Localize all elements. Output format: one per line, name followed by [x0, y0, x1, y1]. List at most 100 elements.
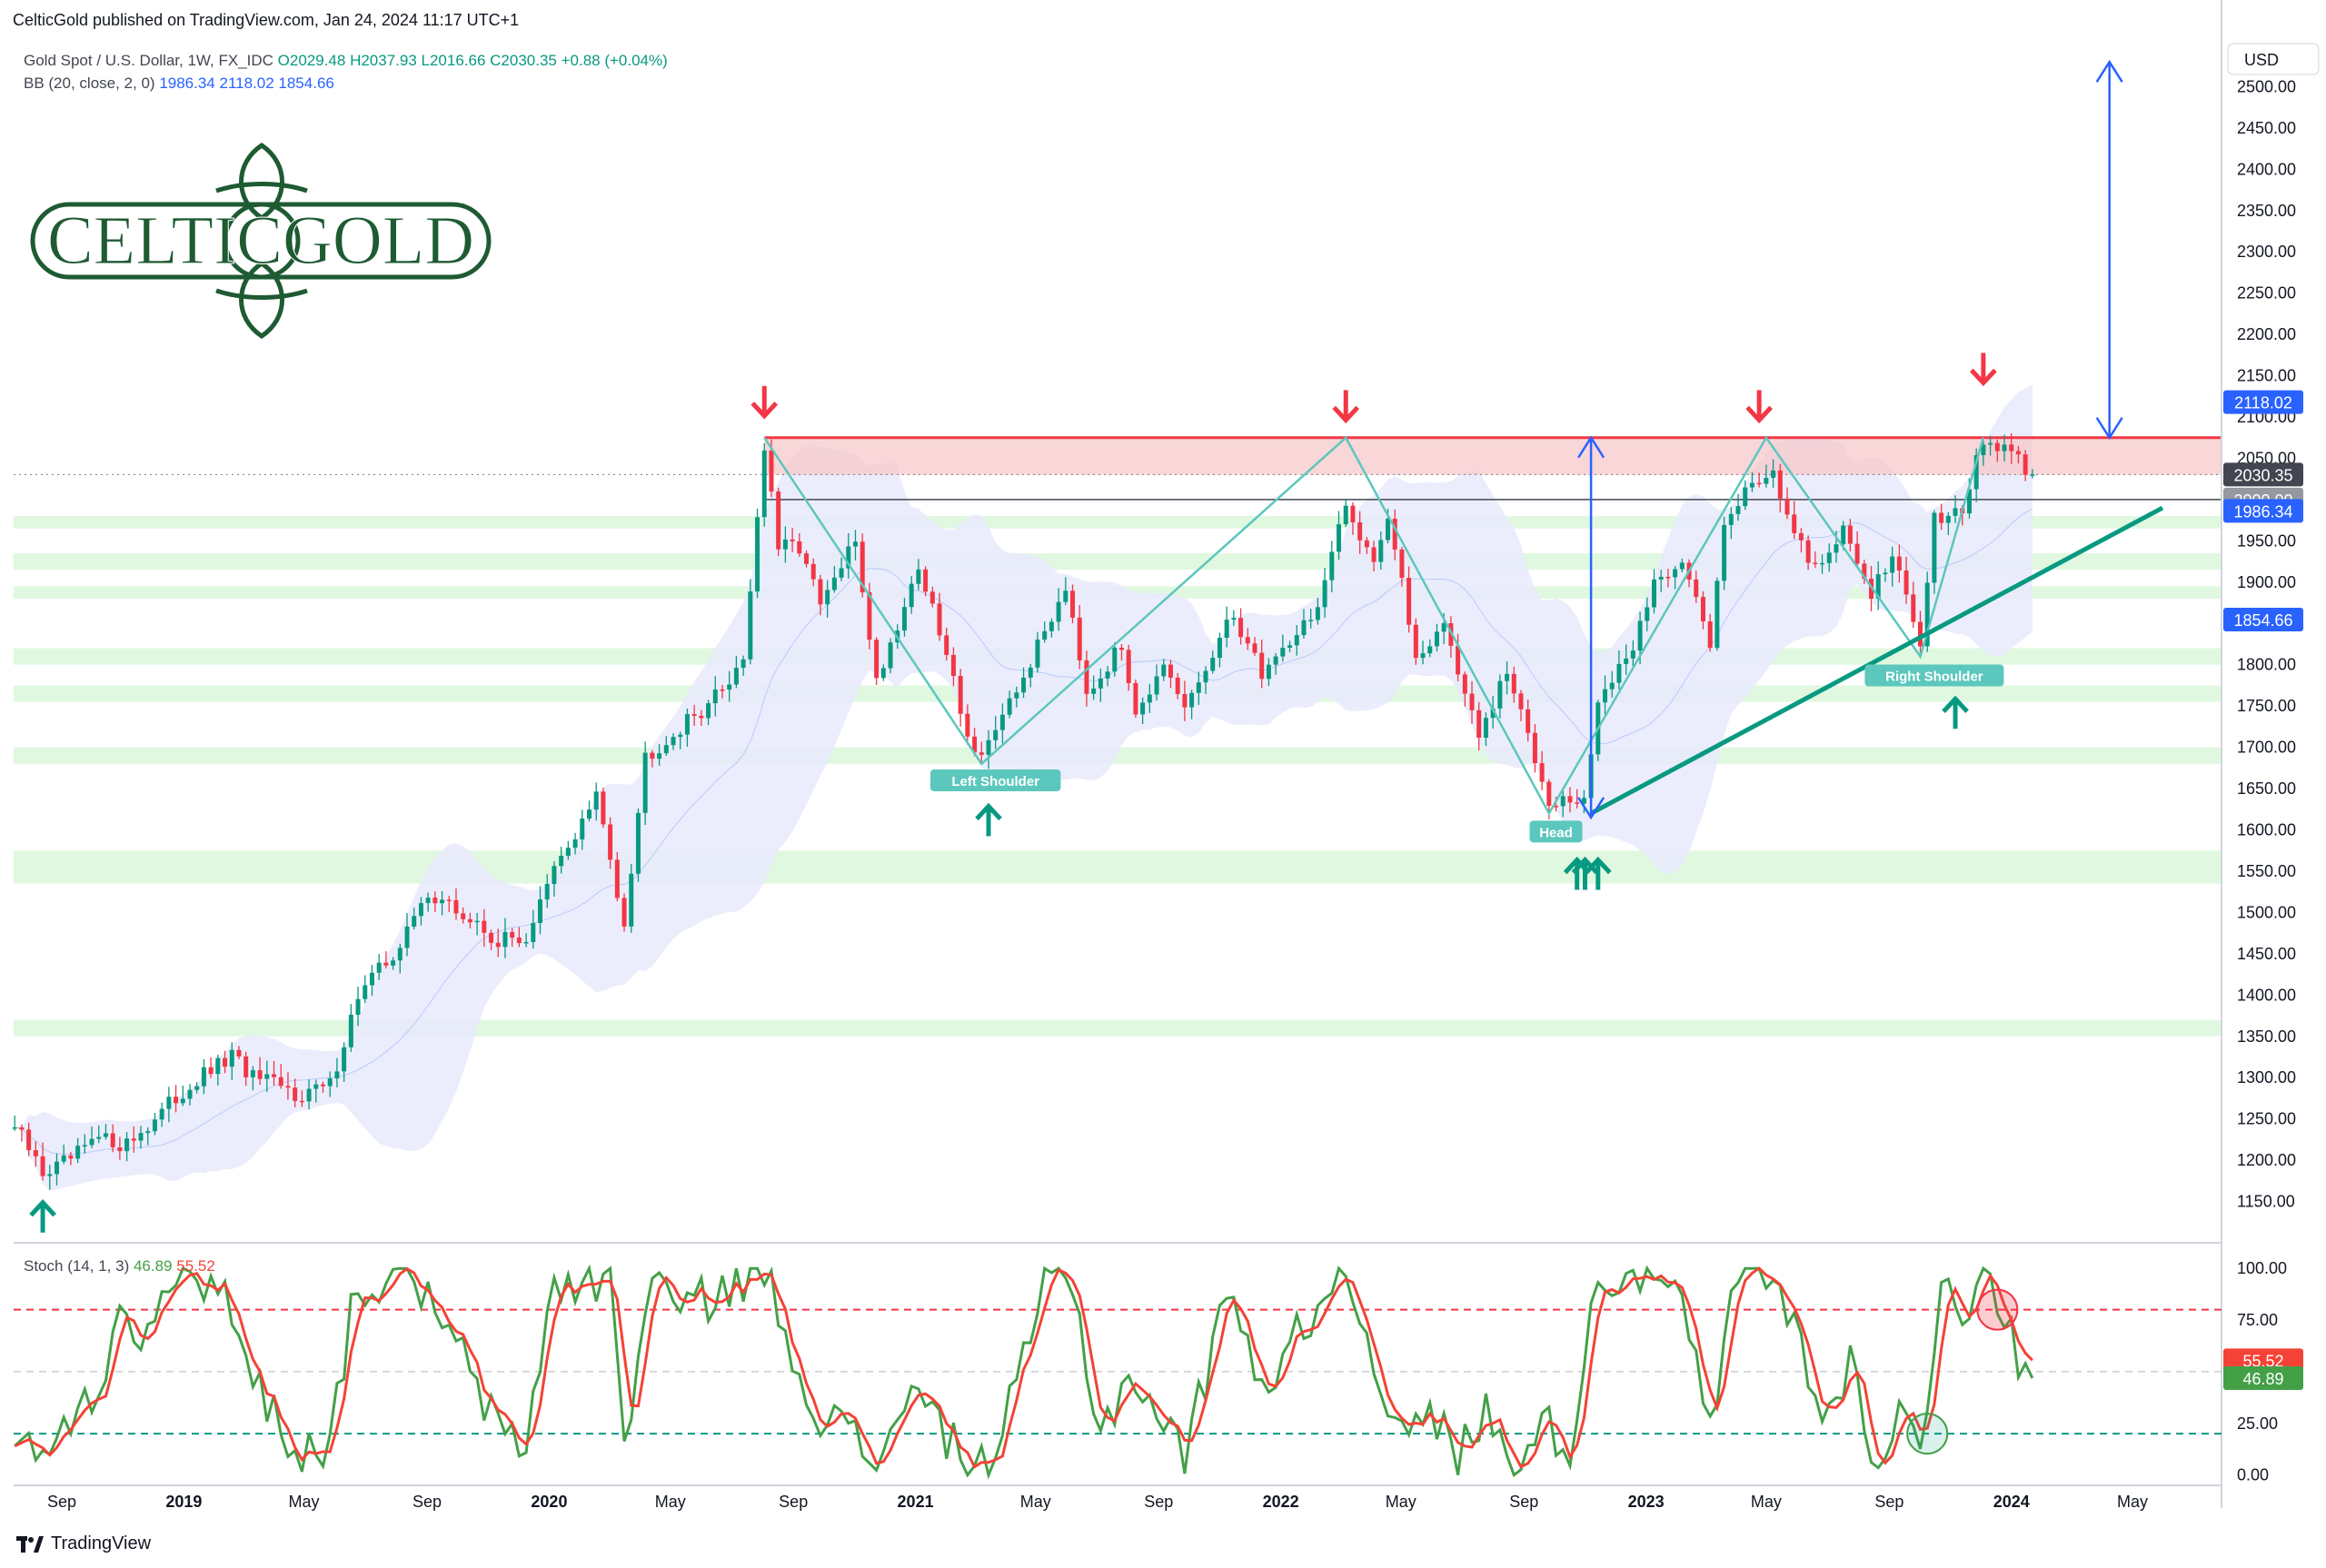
candle	[1056, 601, 1061, 622]
candle	[1427, 646, 1433, 654]
time-tick-label: Sep	[47, 1493, 76, 1511]
candle	[1077, 617, 1082, 660]
candle	[1904, 570, 1909, 595]
candle	[825, 590, 830, 605]
pattern-height-arrow-head-bottom	[1577, 797, 1605, 820]
right-shoulder-label: Right Shoulder	[1864, 664, 2004, 687]
candle	[363, 985, 368, 999]
candle	[523, 941, 529, 944]
price-tick-label: 1450.00	[2237, 945, 2296, 963]
candle	[1581, 798, 1586, 804]
candle	[663, 745, 669, 754]
candle	[1350, 505, 1356, 522]
stoch-tick-label: 25.00	[2237, 1414, 2278, 1433]
candle	[482, 920, 487, 933]
candle	[306, 1088, 312, 1102]
candle	[1924, 582, 1930, 647]
candle	[33, 1150, 38, 1156]
currency-button: USD	[2227, 43, 2320, 75]
candle	[608, 824, 613, 860]
candle	[285, 1086, 291, 1088]
last-price-badge-bg	[2223, 462, 2303, 487]
bollinger-band-fill	[15, 384, 2033, 1191]
candle	[923, 569, 929, 592]
left-shoulder-label-text: Left Shoulder	[951, 774, 1039, 789]
bb-label[interactable]: BB (20, close, 2, 0)	[24, 74, 155, 92]
bb-values: 1986.34 2118.02 1854.66	[159, 74, 334, 92]
candle	[1245, 637, 1250, 644]
middle-bb-badge-bg	[2223, 499, 2303, 523]
symbol-label[interactable]: Gold Spot / U.S. Dollar, 1W, FX_IDC	[24, 52, 273, 69]
candle	[1456, 645, 1461, 675]
candle	[264, 1074, 270, 1079]
candle	[180, 1098, 185, 1104]
candle	[1357, 521, 1363, 541]
price-tick-label: 1550.00	[2237, 862, 2296, 880]
candle	[1084, 660, 1089, 694]
candle	[2009, 444, 2014, 452]
candle	[1007, 698, 1012, 715]
candle	[412, 916, 417, 927]
price-target-arrow-head-top	[2095, 59, 2123, 83]
lower-bb-badge: 1854.66	[2223, 608, 2303, 632]
candle	[741, 659, 746, 669]
tradingview-footer[interactable]: TradingView	[16, 1533, 151, 1554]
candle	[1749, 482, 1754, 488]
candle	[727, 684, 732, 690]
candle	[1301, 620, 1307, 636]
candle	[1469, 693, 1475, 710]
left-shoulder-label: Left Shoulder	[929, 769, 1061, 791]
candle	[972, 736, 978, 753]
candle	[650, 752, 655, 759]
candle	[846, 546, 851, 569]
stoch-label[interactable]: Stoch (14, 1, 3)	[24, 1257, 130, 1275]
candle	[174, 1097, 179, 1104]
candle	[852, 541, 858, 547]
candle	[223, 1057, 228, 1067]
time-tick-label: 2024	[1993, 1493, 2030, 1511]
candle	[117, 1146, 123, 1152]
candle	[831, 577, 837, 590]
candle	[544, 884, 550, 900]
candle	[1546, 781, 1552, 807]
candle	[54, 1161, 59, 1175]
candle	[1259, 652, 1265, 680]
candle	[1168, 664, 1173, 678]
candle	[1224, 620, 1229, 639]
published-banner: CelticGold published on TradingView.com,…	[13, 11, 520, 29]
time-tick-label: May	[655, 1493, 686, 1511]
stoch-legend: Stoch (14, 1, 3) 46.89 55.52	[24, 1257, 215, 1275]
candle	[1182, 693, 1188, 708]
candle	[1994, 442, 2000, 452]
price-tick-label: 2200.00	[2237, 325, 2296, 343]
candle	[1875, 574, 1881, 600]
ascending-trendline	[1589, 505, 2164, 816]
candle	[1133, 682, 1138, 715]
red-down-arrow-0	[750, 385, 779, 420]
candle	[776, 491, 781, 550]
stoch-k-badge-bg	[2223, 1365, 2303, 1390]
candle	[1266, 664, 1271, 680]
candle	[1771, 470, 1776, 478]
candle	[691, 714, 697, 716]
candle	[1098, 678, 1103, 689]
candle	[929, 591, 935, 604]
candle	[440, 899, 445, 904]
candle	[1665, 576, 1671, 579]
stoch-d-badge-text: 55.52	[2242, 1352, 2283, 1370]
candle	[110, 1133, 115, 1147]
pattern-height-arrow-head-top	[1577, 435, 1605, 459]
candle	[293, 1087, 298, 1101]
left-shoulder-label-bg	[929, 769, 1061, 791]
price-tick-label: 2500.00	[2237, 77, 2296, 95]
stoch-d-badge: 55.52	[2223, 1348, 2303, 1373]
price-tick-label: 1150.00	[2237, 1193, 2295, 1211]
stoch-k-value: 46.89	[133, 1257, 173, 1275]
candle	[916, 569, 921, 584]
price-tick-label: 1700.00	[2237, 739, 2296, 757]
candle	[397, 948, 403, 961]
candle	[1658, 576, 1664, 580]
candle	[888, 642, 893, 669]
